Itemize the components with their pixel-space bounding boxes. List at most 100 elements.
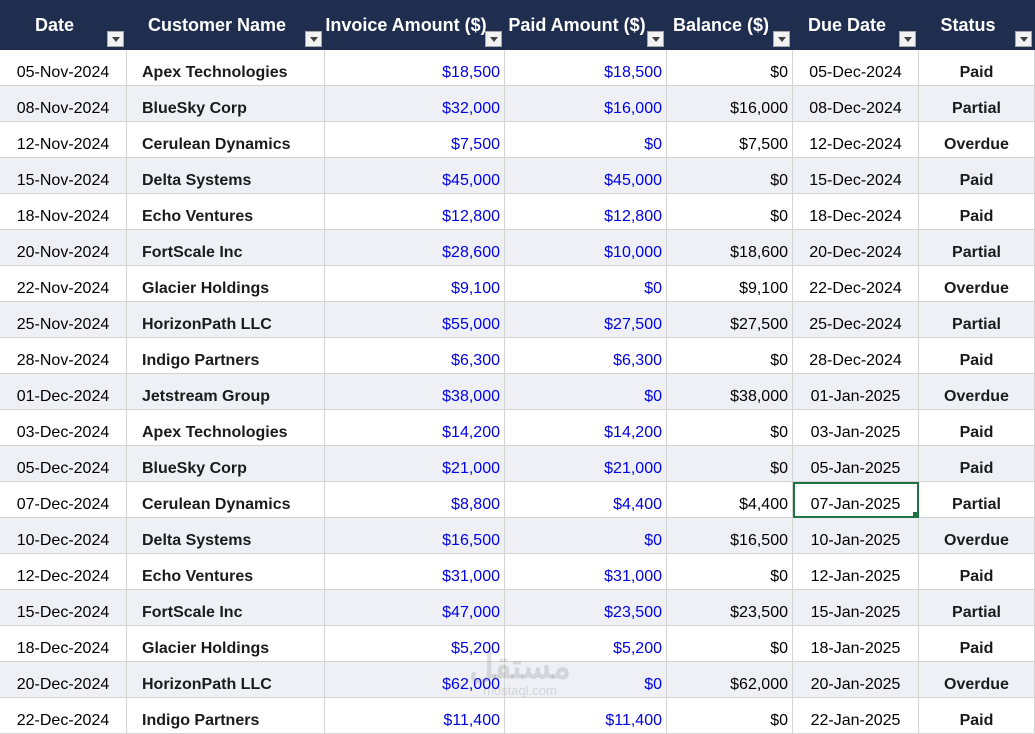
cell-status[interactable]: Paid xyxy=(919,698,1035,734)
cell-date[interactable]: 22-Dec-2024 xyxy=(0,698,127,734)
cell-status[interactable]: Paid xyxy=(919,338,1035,374)
cell-due-date[interactable]: 15-Jan-2025 xyxy=(793,590,919,626)
cell-due-date[interactable]: 15-Dec-2024 xyxy=(793,158,919,194)
cell-status[interactable]: Partial xyxy=(919,230,1035,266)
cell-status[interactable]: Partial xyxy=(919,482,1035,518)
cell-paid-amount[interactable]: $16,000 xyxy=(505,86,667,122)
cell-customer-name[interactable]: BlueSky Corp xyxy=(127,446,325,482)
cell-customer-name[interactable]: Apex Technologies xyxy=(127,50,325,86)
cell-due-date[interactable]: 05-Jan-2025 xyxy=(793,446,919,482)
cell-invoice-amount[interactable]: $14,200 xyxy=(325,410,505,446)
cell-due-date[interactable]: 25-Dec-2024 xyxy=(793,302,919,338)
cell-due-date[interactable]: 12-Dec-2024 xyxy=(793,122,919,158)
cell-invoice-amount[interactable]: $6,300 xyxy=(325,338,505,374)
filter-dropdown-icon[interactable] xyxy=(647,31,664,47)
cell-customer-name[interactable]: Cerulean Dynamics xyxy=(127,122,325,158)
cell-status[interactable]: Partial xyxy=(919,86,1035,122)
cell-customer-name[interactable]: HorizonPath LLC xyxy=(127,662,325,698)
cell-status[interactable]: Overdue xyxy=(919,518,1035,554)
cell-customer-name[interactable]: Jetstream Group xyxy=(127,374,325,410)
cell-customer-name[interactable]: Cerulean Dynamics xyxy=(127,482,325,518)
cell-balance[interactable]: $27,500 xyxy=(667,302,793,338)
cell-balance[interactable]: $4,400 xyxy=(667,482,793,518)
cell-paid-amount[interactable]: $11,400 xyxy=(505,698,667,734)
cell-paid-amount[interactable]: $0 xyxy=(505,266,667,302)
cell-paid-amount[interactable]: $12,800 xyxy=(505,194,667,230)
cell-balance[interactable]: $0 xyxy=(667,554,793,590)
cell-paid-amount[interactable]: $0 xyxy=(505,122,667,158)
header-date[interactable]: Date xyxy=(0,0,127,50)
cell-date[interactable]: 15-Dec-2024 xyxy=(0,590,127,626)
cell-date[interactable]: 08-Nov-2024 xyxy=(0,86,127,122)
cell-invoice-amount[interactable]: $7,500 xyxy=(325,122,505,158)
cell-balance[interactable]: $16,000 xyxy=(667,86,793,122)
filter-dropdown-icon[interactable] xyxy=(485,31,502,47)
cell-date[interactable]: 20-Dec-2024 xyxy=(0,662,127,698)
cell-customer-name[interactable]: Indigo Partners xyxy=(127,338,325,374)
cell-customer-name[interactable]: Echo Ventures xyxy=(127,554,325,590)
cell-invoice-amount[interactable]: $28,600 xyxy=(325,230,505,266)
cell-balance[interactable]: $0 xyxy=(667,446,793,482)
cell-paid-amount[interactable]: $31,000 xyxy=(505,554,667,590)
filter-dropdown-icon[interactable] xyxy=(1015,31,1032,47)
cell-paid-amount[interactable]: $6,300 xyxy=(505,338,667,374)
cell-due-date[interactable]: 12-Jan-2025 xyxy=(793,554,919,590)
cell-customer-name[interactable]: Glacier Holdings xyxy=(127,626,325,662)
cell-balance[interactable]: $23,500 xyxy=(667,590,793,626)
cell-date[interactable]: 15-Nov-2024 xyxy=(0,158,127,194)
cell-balance[interactable]: $0 xyxy=(667,158,793,194)
cell-invoice-amount[interactable]: $55,000 xyxy=(325,302,505,338)
cell-due-date[interactable]: 05-Dec-2024 xyxy=(793,50,919,86)
cell-customer-name[interactable]: Apex Technologies xyxy=(127,410,325,446)
cell-balance[interactable]: $9,100 xyxy=(667,266,793,302)
cell-paid-amount[interactable]: $21,000 xyxy=(505,446,667,482)
cell-invoice-amount[interactable]: $38,000 xyxy=(325,374,505,410)
cell-due-date[interactable]: 20-Jan-2025 xyxy=(793,662,919,698)
header-status[interactable]: Status xyxy=(919,0,1035,50)
cell-status[interactable]: Paid xyxy=(919,446,1035,482)
header-customer-name[interactable]: Customer Name xyxy=(127,0,325,50)
cell-balance[interactable]: $0 xyxy=(667,626,793,662)
cell-status[interactable]: Partial xyxy=(919,590,1035,626)
cell-status[interactable]: Overdue xyxy=(919,662,1035,698)
cell-customer-name[interactable]: Delta Systems xyxy=(127,518,325,554)
cell-invoice-amount[interactable]: $11,400 xyxy=(325,698,505,734)
cell-date[interactable]: 18-Nov-2024 xyxy=(0,194,127,230)
header-paid-amount[interactable]: Paid Amount ($) xyxy=(505,0,667,50)
cell-date[interactable]: 05-Dec-2024 xyxy=(0,446,127,482)
cell-customer-name[interactable]: Echo Ventures xyxy=(127,194,325,230)
cell-paid-amount[interactable]: $0 xyxy=(505,662,667,698)
cell-invoice-amount[interactable]: $62,000 xyxy=(325,662,505,698)
cell-paid-amount[interactable]: $18,500 xyxy=(505,50,667,86)
cell-paid-amount[interactable]: $23,500 xyxy=(505,590,667,626)
cell-date[interactable]: 01-Dec-2024 xyxy=(0,374,127,410)
cell-due-date[interactable]: 03-Jan-2025 xyxy=(793,410,919,446)
cell-due-date[interactable]: 22-Jan-2025 xyxy=(793,698,919,734)
cell-paid-amount[interactable]: $14,200 xyxy=(505,410,667,446)
cell-customer-name[interactable]: BlueSky Corp xyxy=(127,86,325,122)
cell-due-date[interactable]: 08-Dec-2024 xyxy=(793,86,919,122)
cell-balance[interactable]: $7,500 xyxy=(667,122,793,158)
cell-balance[interactable]: $0 xyxy=(667,50,793,86)
cell-balance[interactable]: $0 xyxy=(667,338,793,374)
cell-status[interactable]: Paid xyxy=(919,158,1035,194)
cell-invoice-amount[interactable]: $21,000 xyxy=(325,446,505,482)
filter-dropdown-icon[interactable] xyxy=(107,31,124,47)
cell-invoice-amount[interactable]: $45,000 xyxy=(325,158,505,194)
cell-due-date[interactable]: 07-Jan-2025 xyxy=(793,482,919,518)
cell-balance[interactable]: $0 xyxy=(667,698,793,734)
cell-invoice-amount[interactable]: $32,000 xyxy=(325,86,505,122)
cell-paid-amount[interactable]: $5,200 xyxy=(505,626,667,662)
cell-balance[interactable]: $62,000 xyxy=(667,662,793,698)
cell-invoice-amount[interactable]: $47,000 xyxy=(325,590,505,626)
cell-balance[interactable]: $0 xyxy=(667,194,793,230)
cell-date[interactable]: 22-Nov-2024 xyxy=(0,266,127,302)
cell-date[interactable]: 07-Dec-2024 xyxy=(0,482,127,518)
cell-date[interactable]: 03-Dec-2024 xyxy=(0,410,127,446)
cell-date[interactable]: 12-Dec-2024 xyxy=(0,554,127,590)
cell-date[interactable]: 12-Nov-2024 xyxy=(0,122,127,158)
cell-due-date[interactable]: 22-Dec-2024 xyxy=(793,266,919,302)
cell-date[interactable]: 28-Nov-2024 xyxy=(0,338,127,374)
cell-date[interactable]: 05-Nov-2024 xyxy=(0,50,127,86)
cell-status[interactable]: Paid xyxy=(919,194,1035,230)
